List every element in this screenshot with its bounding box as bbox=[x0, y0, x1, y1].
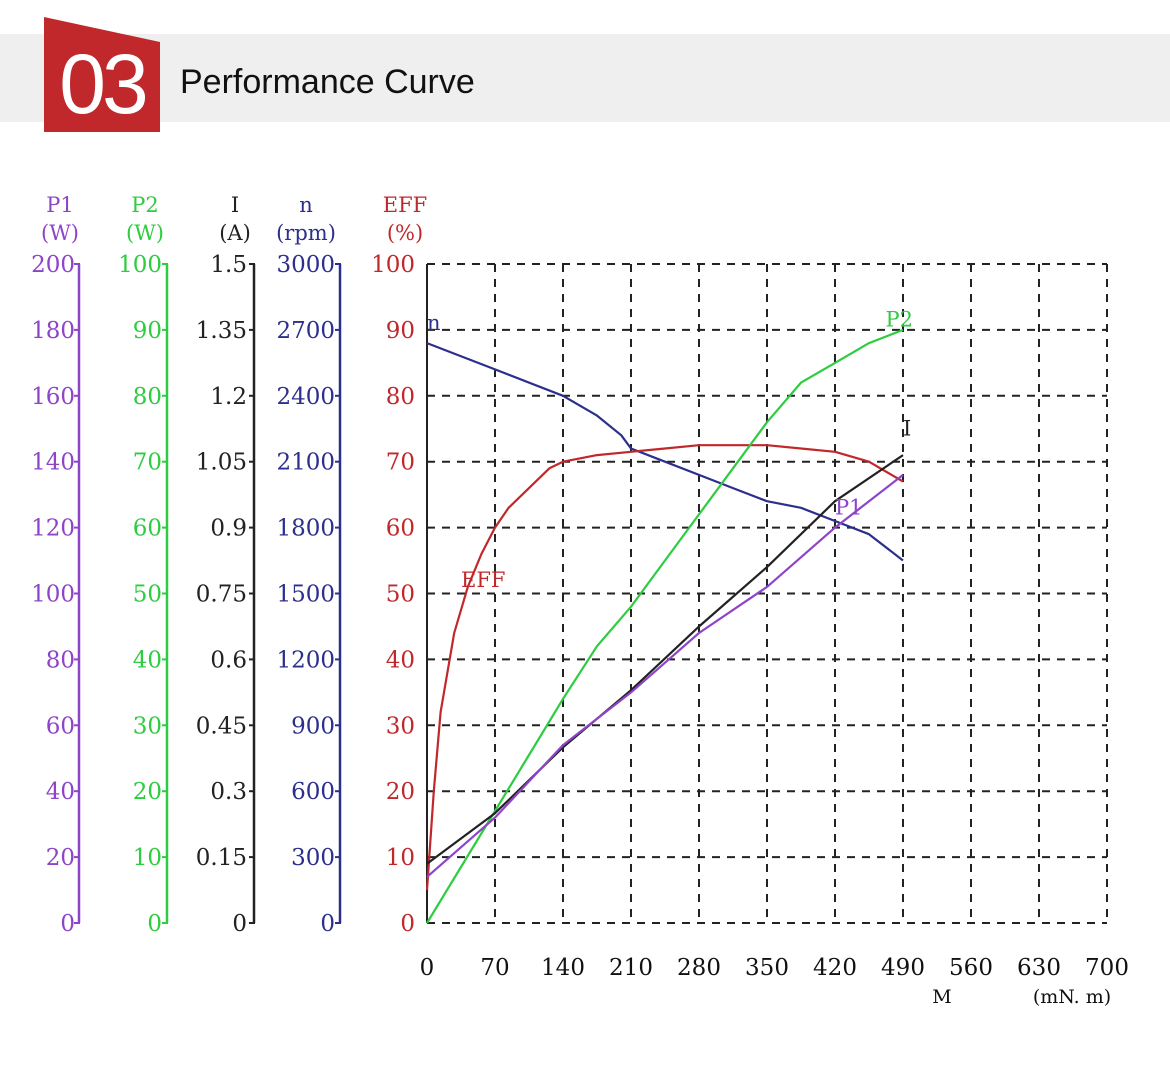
y-tick-label-n: 1800 bbox=[276, 516, 335, 542]
series-label-p1: P1 bbox=[835, 495, 863, 519]
y-tick-label-eff: 100 bbox=[371, 252, 415, 278]
y-tick-label-i: 1.5 bbox=[210, 252, 247, 278]
x-tick-label: 490 bbox=[881, 955, 925, 981]
y-tick-label-n: 600 bbox=[291, 779, 335, 805]
y-tick-label-i: 0.3 bbox=[210, 779, 247, 805]
y-tick-label-i: 0.15 bbox=[196, 845, 247, 871]
y-axis-name-p2: P2 bbox=[131, 193, 159, 217]
y-tick-label-n: 2100 bbox=[276, 450, 335, 476]
y-tick-label-p1: 0 bbox=[60, 911, 75, 937]
y-tick-label-i: 0.75 bbox=[196, 582, 247, 608]
y-tick-label-p2: 80 bbox=[133, 384, 162, 410]
y-axis-name-p1: P1 bbox=[46, 193, 74, 217]
y-tick-label-n: 3000 bbox=[276, 252, 335, 278]
y-tick-label-eff: 80 bbox=[386, 384, 415, 410]
y-tick-label-p1: 180 bbox=[31, 318, 75, 344]
y-tick-label-i: 0.9 bbox=[210, 516, 247, 542]
y-tick-label-eff: 50 bbox=[386, 582, 415, 608]
x-tick-label: 630 bbox=[1017, 955, 1061, 981]
y-tick-label-n: 300 bbox=[291, 845, 335, 871]
y-tick-label-p2: 0 bbox=[147, 911, 162, 937]
y-tick-label-n: 2400 bbox=[276, 384, 335, 410]
y-tick-label-eff: 40 bbox=[386, 647, 415, 673]
y-tick-label-p2: 90 bbox=[133, 318, 162, 344]
y-tick-label-p1: 60 bbox=[46, 713, 75, 739]
y-tick-label-p2: 10 bbox=[133, 845, 162, 871]
y-tick-label-p1: 140 bbox=[31, 450, 75, 476]
y-tick-label-p2: 100 bbox=[118, 252, 162, 278]
y-tick-label-i: 1.2 bbox=[210, 384, 247, 410]
series-line-eff bbox=[425, 444, 904, 891]
y-axis-name-n: n bbox=[299, 193, 313, 217]
y-tick-label-n: 2700 bbox=[276, 318, 335, 344]
y-tick-label-i: 1.35 bbox=[196, 318, 247, 344]
y-tick-label-p2: 70 bbox=[133, 450, 162, 476]
series-label-eff: EFF bbox=[461, 568, 505, 592]
y-tick-label-n: 900 bbox=[291, 713, 335, 739]
x-tick-label: 700 bbox=[1085, 955, 1129, 981]
y-tick-label-eff: 0 bbox=[400, 911, 415, 937]
x-tick-label: 210 bbox=[609, 955, 653, 981]
y-tick-label-p1: 100 bbox=[31, 582, 75, 608]
y-axis-unit-eff: (%) bbox=[387, 221, 423, 245]
y-tick-label-p1: 20 bbox=[46, 845, 75, 871]
y-tick-label-i: 0 bbox=[232, 911, 247, 937]
series-label-i: I bbox=[903, 416, 911, 440]
y-tick-label-i: 0.6 bbox=[210, 647, 247, 673]
badge-polygon bbox=[44, 17, 160, 132]
y-axis-unit-p1: (W) bbox=[41, 221, 79, 245]
y-tick-label-p2: 30 bbox=[133, 713, 162, 739]
x-tick-label: 140 bbox=[541, 955, 585, 981]
y-tick-label-eff: 60 bbox=[386, 516, 415, 542]
y-tick-label-p1: 200 bbox=[31, 252, 75, 278]
header-band bbox=[0, 34, 1170, 122]
y-tick-label-p1: 120 bbox=[31, 516, 75, 542]
series-label-p2: P2 bbox=[886, 308, 914, 332]
y-tick-label-p1: 40 bbox=[46, 779, 75, 805]
y-tick-label-p2: 40 bbox=[133, 647, 162, 673]
y-tick-label-eff: 90 bbox=[386, 318, 415, 344]
y-axis-name-eff: EFF bbox=[383, 193, 427, 217]
y-tick-label-p2: 20 bbox=[133, 779, 162, 805]
y-tick-label-n: 0 bbox=[320, 911, 335, 937]
x-tick-label: 280 bbox=[677, 955, 721, 981]
y-tick-label-eff: 20 bbox=[386, 779, 415, 805]
series-line-p2 bbox=[426, 328, 904, 924]
x-tick-label: 0 bbox=[420, 955, 435, 981]
y-tick-label-p1: 80 bbox=[46, 647, 75, 673]
y-tick-label-n: 1500 bbox=[276, 582, 335, 608]
y-axis-unit-i: (A) bbox=[219, 221, 251, 245]
y-axis-unit-n: (rpm) bbox=[276, 221, 336, 245]
y-tick-label-i: 0.45 bbox=[196, 713, 247, 739]
x-tick-label: 350 bbox=[745, 955, 789, 981]
y-tick-label-p2: 60 bbox=[133, 516, 162, 542]
section-number: 03 bbox=[59, 37, 148, 131]
series-label-n: n bbox=[427, 311, 441, 335]
y-tick-label-eff: 30 bbox=[386, 713, 415, 739]
badge-shape bbox=[44, 17, 160, 132]
y-tick-label-p2: 50 bbox=[133, 582, 162, 608]
y-axis-name-i: I bbox=[231, 193, 239, 217]
x-tick-label: 420 bbox=[813, 955, 857, 981]
series-line-p1 bbox=[426, 474, 904, 878]
y-tick-label-p1: 160 bbox=[31, 384, 75, 410]
x-tick-label: 70 bbox=[480, 955, 509, 981]
series-line-n bbox=[426, 342, 904, 562]
x-axis-name: M bbox=[932, 986, 951, 1008]
section-number-badge: 03 bbox=[44, 17, 160, 132]
y-tick-label-n: 1200 bbox=[276, 647, 335, 673]
y-axis-unit-p2: (W) bbox=[126, 221, 164, 245]
y-tick-label-eff: 70 bbox=[386, 450, 415, 476]
page-title: Performance Curve bbox=[180, 63, 475, 101]
series-line-i bbox=[426, 454, 904, 865]
x-axis-unit: (mN. m) bbox=[1033, 986, 1111, 1008]
x-tick-label: 560 bbox=[949, 955, 993, 981]
y-tick-label-i: 1.05 bbox=[196, 450, 247, 476]
y-tick-label-eff: 10 bbox=[386, 845, 415, 871]
